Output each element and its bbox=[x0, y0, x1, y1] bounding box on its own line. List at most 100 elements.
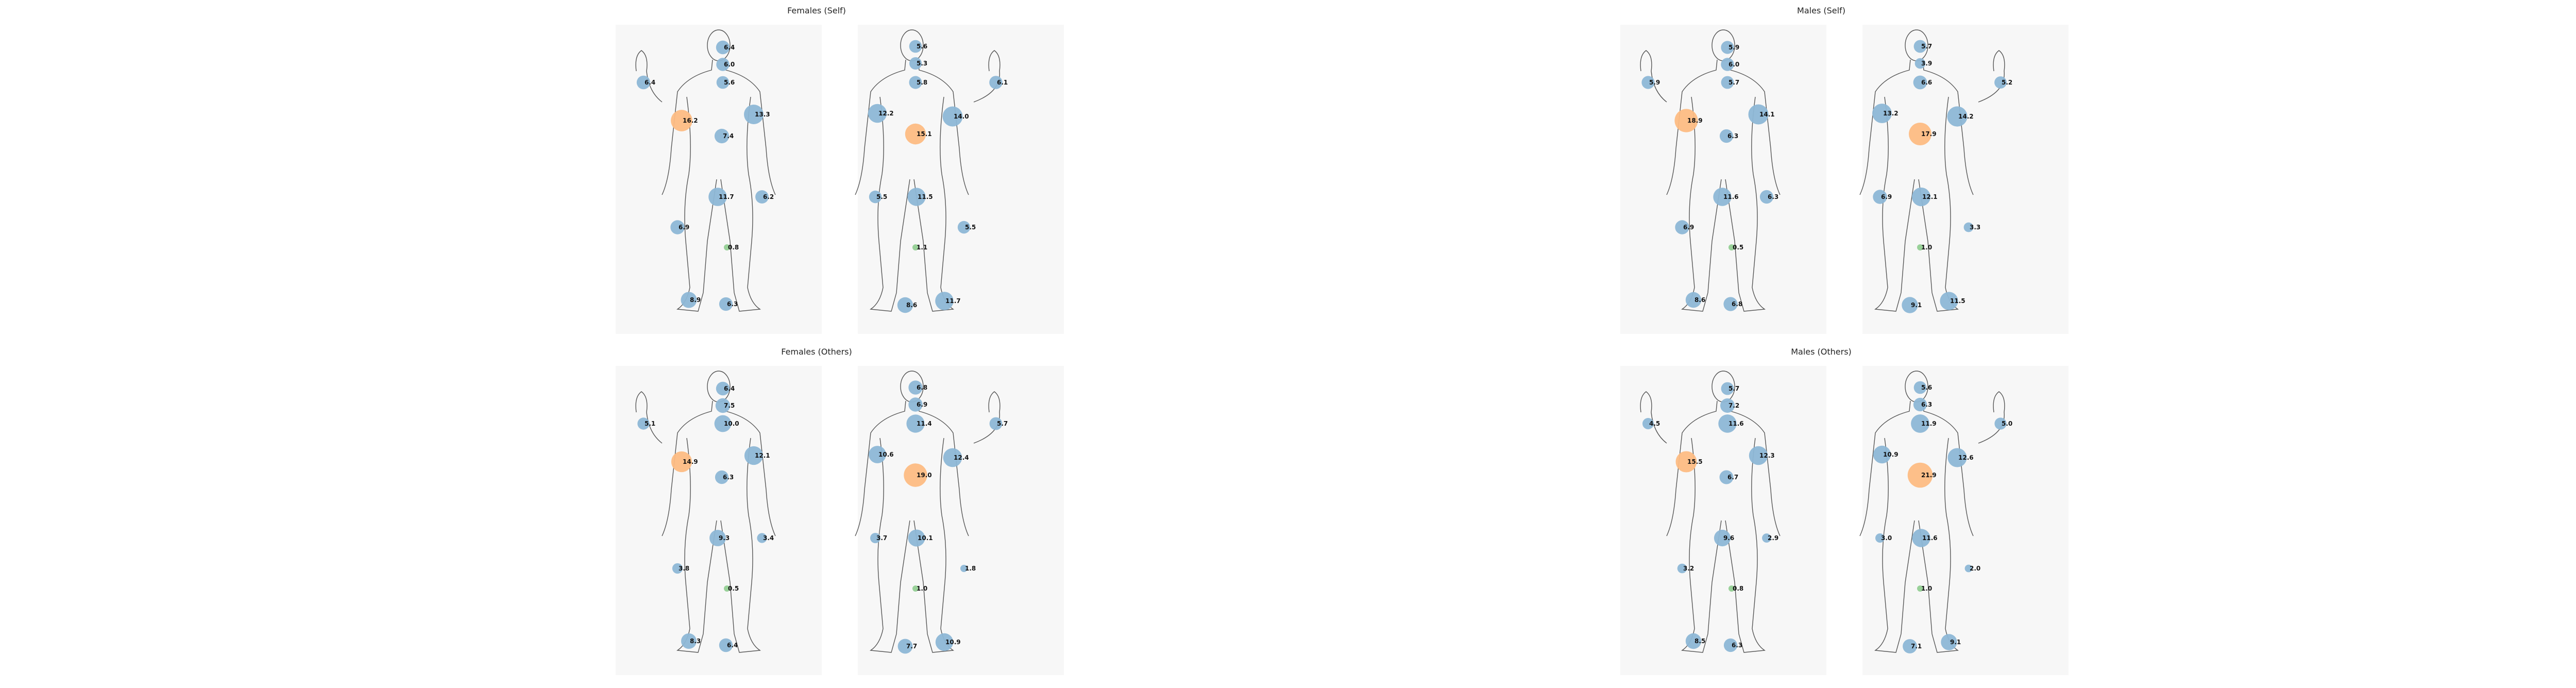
body-outline bbox=[1666, 400, 1781, 653]
back-bubble-shoulder-left bbox=[1872, 104, 1892, 123]
front-bubble-foot-right bbox=[1685, 633, 1702, 649]
back-bubble-shoulder-left bbox=[869, 446, 886, 463]
back-value-knee-left: 1.0 bbox=[1921, 244, 1932, 251]
front-bubble-pelvis bbox=[1714, 529, 1731, 547]
back-bubble-hand-raised bbox=[989, 76, 1003, 89]
back-value-foot-left: 9.1 bbox=[1911, 301, 1922, 309]
front-bubble-shoulder-right bbox=[671, 451, 692, 473]
front-value-head-top: 5.7 bbox=[1728, 385, 1739, 392]
back-value-head-top: 5.7 bbox=[1921, 43, 1932, 50]
front-value-chest-upper: 5.7 bbox=[1728, 79, 1739, 86]
back-value-upper-back: 11.4 bbox=[917, 420, 932, 427]
front-bubble-pelvis bbox=[708, 188, 727, 206]
front-value-pelvis: 11.7 bbox=[719, 193, 734, 200]
back-value-foot-right: 9.1 bbox=[1950, 639, 1961, 646]
front-bubble-abdomen bbox=[714, 128, 730, 144]
front-value-neck: 6.0 bbox=[1728, 61, 1739, 68]
front-bubble-shoulder-right bbox=[1674, 109, 1698, 132]
front-bubble-knee-left bbox=[1728, 244, 1735, 250]
front-bubble-shoulder-right bbox=[1675, 451, 1697, 473]
front-bubble-abdomen bbox=[1719, 470, 1734, 484]
back-value-lower-back: 11.5 bbox=[918, 193, 933, 200]
back-bubble-neck bbox=[908, 397, 923, 412]
raised-arm-outline bbox=[1640, 391, 1667, 444]
front-value-foot-right: 8.5 bbox=[1694, 637, 1705, 645]
front-value-neck: 7.5 bbox=[724, 402, 735, 409]
front-value-hand-left: 3.4 bbox=[763, 534, 774, 542]
back-value-upper-back: 11.9 bbox=[1921, 420, 1937, 427]
front-bubble-foot-right bbox=[681, 633, 697, 649]
back-bubble-foot-left bbox=[1903, 639, 1917, 653]
back-bubble-mid-back bbox=[905, 123, 926, 145]
front-value-hand-left: 6.2 bbox=[763, 193, 774, 200]
back-value-shoulder-left: 10.9 bbox=[1883, 451, 1899, 458]
front-bubble-hand-right bbox=[1641, 76, 1655, 89]
front-value-foot-left: 6.3 bbox=[727, 300, 738, 308]
front-value-shoulder-left: 12.1 bbox=[755, 452, 770, 459]
front-bubble-shoulder-left bbox=[744, 446, 764, 465]
front-bubble-head-top bbox=[716, 40, 730, 55]
front-bubble-abdomen bbox=[715, 470, 729, 484]
back-value-hand-left: 3.0 bbox=[1881, 534, 1892, 542]
back-value-shoulder-left: 12.2 bbox=[878, 110, 894, 117]
back-bubble-foot-right bbox=[1941, 634, 1957, 650]
front-value-foot-right: 8.9 bbox=[690, 296, 701, 304]
front-value-pelvis: 9.6 bbox=[1723, 534, 1734, 542]
front-bubble-hand-right bbox=[636, 75, 651, 90]
front-value-neck: 6.0 bbox=[724, 61, 735, 68]
front-value-knee-right: 6.9 bbox=[1683, 224, 1694, 231]
front-value-knee-left: 0.8 bbox=[1733, 585, 1743, 592]
front-bubble-neck bbox=[1721, 58, 1734, 71]
front-value-shoulder-left: 14.1 bbox=[1759, 111, 1775, 118]
back-bubble-hand-left bbox=[869, 190, 882, 204]
front-bubble-chest-upper bbox=[1718, 414, 1737, 433]
front-value-foot-left: 6.8 bbox=[1732, 300, 1742, 308]
front-bubble-knee-left bbox=[1728, 585, 1735, 592]
panel-title: Males (Others) bbox=[1791, 347, 1852, 357]
front-value-hand-right: 6.4 bbox=[645, 79, 655, 86]
front-value-shoulder-left: 13.3 bbox=[755, 111, 770, 118]
back-bubble-upper-back bbox=[906, 414, 925, 433]
back-bubble-shoulder-left bbox=[1873, 445, 1891, 464]
back-bubble-mid-back bbox=[1909, 123, 1931, 145]
raised-arm-outline bbox=[973, 391, 1001, 444]
back-value-shoulder-left: 10.6 bbox=[878, 451, 894, 458]
back-body-background bbox=[1862, 25, 2069, 334]
front-value-knee-left: 0.5 bbox=[728, 585, 739, 592]
back-bubble-neck bbox=[1913, 397, 1927, 412]
front-bubble-chest-upper bbox=[1721, 76, 1734, 89]
back-bubble-mid-back bbox=[1907, 462, 1933, 488]
back-value-neck: 3.9 bbox=[1921, 60, 1932, 67]
back-bubble-lower-back bbox=[907, 188, 926, 206]
front-value-hand-left: 2.9 bbox=[1768, 534, 1778, 542]
front-bubble-shoulder-left bbox=[1749, 446, 1768, 465]
body-outline bbox=[662, 59, 776, 312]
panel-1: Males (Self) 5.9 6.0 5.7 5.9 18.9 14.1 6.3 11.6 6… bbox=[1620, 6, 2069, 334]
front-value-hand-right: 5.9 bbox=[1649, 79, 1660, 86]
back-value-foot-right: 10.9 bbox=[945, 639, 961, 646]
back-bubble-foot-left bbox=[897, 639, 913, 654]
back-value-hand-raised: 5.2 bbox=[2002, 79, 2012, 86]
back-value-hand-left: 5.5 bbox=[876, 193, 887, 200]
front-value-knee-right: 3.2 bbox=[1683, 565, 1694, 572]
back-bubble-head-top bbox=[909, 40, 922, 53]
raised-arm-outline bbox=[635, 50, 663, 103]
front-bubble-chest-upper bbox=[716, 76, 730, 89]
raised-arm-outline bbox=[1978, 391, 2005, 444]
front-bubble-knee-left bbox=[724, 585, 730, 592]
back-value-foot-left: 7.7 bbox=[906, 643, 917, 650]
front-value-knee-right: 6.9 bbox=[679, 224, 689, 231]
front-value-abdomen: 6.7 bbox=[1727, 474, 1738, 481]
back-value-knee-right: 2.0 bbox=[1970, 565, 1980, 572]
front-bubble-knee-right bbox=[670, 220, 685, 234]
front-body-background bbox=[616, 25, 822, 334]
back-view: 5.6 6.3 11.9 5.0 10.9 21.9 12.6 3.0 11.6 2.0 1.0 7.… bbox=[1859, 366, 2069, 675]
front-bubble-hand-left bbox=[755, 190, 769, 204]
front-bubble-head-top bbox=[1721, 41, 1734, 54]
front-value-shoulder-right: 14.9 bbox=[683, 458, 698, 465]
back-bubble-hand-left bbox=[870, 533, 880, 543]
raised-arm-outline bbox=[973, 50, 1001, 103]
front-bubble-knee-right bbox=[1677, 563, 1687, 574]
body-outline bbox=[1666, 59, 1781, 312]
